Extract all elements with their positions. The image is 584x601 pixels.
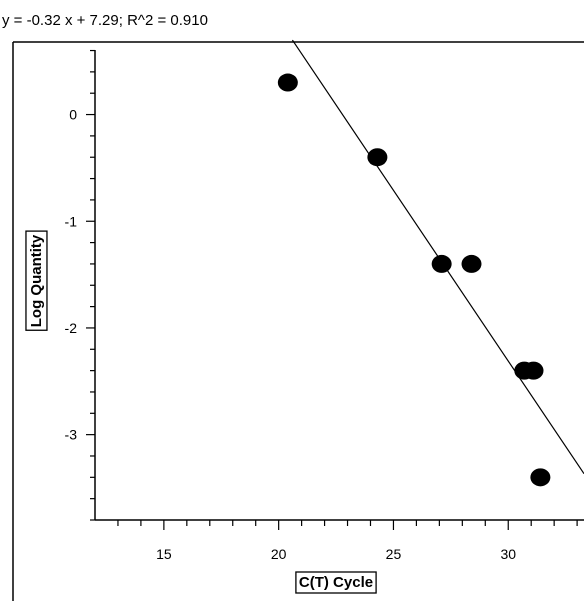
x-tick-label: 30 [500,546,516,562]
x-tick-label: 20 [271,546,287,562]
data-point [461,254,482,273]
y-tick-label: 0 [69,107,77,123]
y-tick-label: -3 [65,427,78,443]
y-tick-label: -2 [65,320,78,336]
x-tick-label: 25 [386,546,402,562]
data-point [523,361,544,380]
x-axis-title: C(T) Cycle [299,574,373,591]
y-axis-title-group: Log Quantity [25,230,48,331]
regression-equation: y = -0.32 x + 7.29; R^2 = 0.910 [2,12,208,29]
y-axis-title: Log Quantity [28,234,45,327]
data-point [530,468,551,487]
data-point [367,148,388,167]
y-axis-title-box [25,230,48,331]
x-tick-label: 15 [156,546,172,562]
data-point [431,254,452,273]
data-point [277,73,298,92]
y-tick-label: -1 [65,213,78,229]
x-axis-title-box [295,571,377,594]
